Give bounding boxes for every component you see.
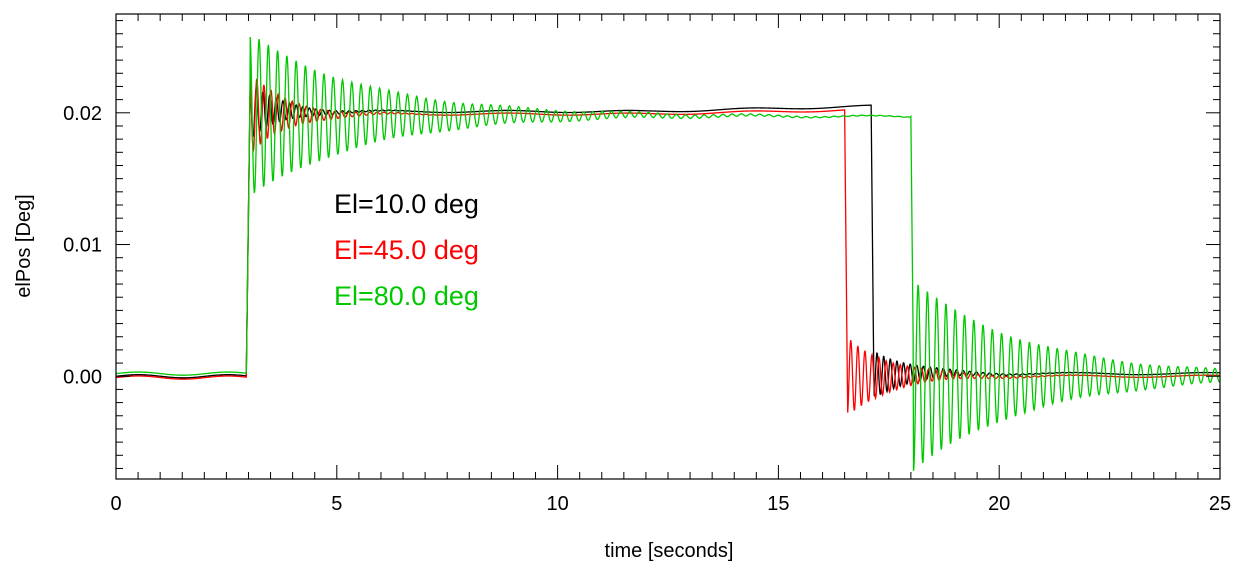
- x-tick-label: 25: [1209, 493, 1231, 515]
- series-layer: [115, 36, 1221, 471]
- legend-entry-3: El=80.0 deg: [334, 281, 479, 311]
- y-tick-label: 0.02: [63, 103, 102, 125]
- legend: El=10.0 deg El=45.0 deg El=80.0 deg: [334, 189, 479, 311]
- ticks-layer: 0 5 10 15 20 25 0.00 0.01 0.02: [63, 14, 1231, 515]
- y-tick-label: 0.01: [63, 235, 102, 257]
- x-tick-label: 0: [110, 493, 121, 515]
- y-tick-label: 0.00: [63, 366, 102, 388]
- x-axis-label: time [seconds]: [605, 540, 734, 562]
- plot-frame: [115, 13, 1221, 480]
- x-tick-label: 15: [767, 493, 789, 515]
- series-line-2: [115, 74, 1221, 413]
- y-axis-label: elPos [Deg]: [13, 194, 35, 297]
- x-tick-label: 10: [546, 493, 568, 515]
- series-line-3: [115, 36, 1221, 471]
- legend-entry-1: El=10.0 deg: [334, 189, 479, 219]
- plot-area: 0 5 10 15 20 25 0.00 0.01 0.02: [63, 13, 1231, 515]
- legend-entry-2: El=45.0 deg: [334, 235, 479, 265]
- x-tick-label: 20: [988, 493, 1010, 515]
- x-tick-label: 5: [331, 493, 342, 515]
